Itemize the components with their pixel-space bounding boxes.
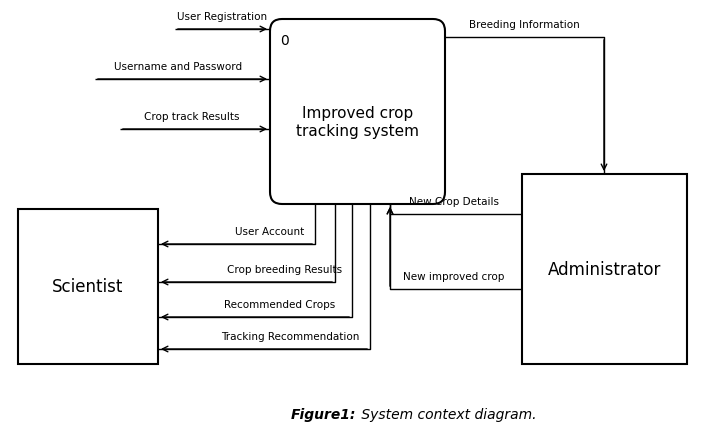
Bar [18, 210, 158, 364]
Text: New Crop Details: New Crop Details [409, 197, 499, 207]
Bar [522, 174, 687, 364]
Text: User Account: User Account [235, 227, 305, 237]
Text: Crop breeding Results: Crop breeding Results [227, 264, 342, 274]
Text: Username and Password: Username and Password [114, 62, 242, 72]
Text: System context diagram.: System context diagram. [357, 407, 536, 421]
Text: 0: 0 [280, 34, 289, 48]
Text: Improved crop
tracking system: Improved crop tracking system [296, 106, 419, 138]
Text: Recommended Crops: Recommended Crops [225, 299, 336, 309]
Text: Crop track Results: Crop track Results [144, 112, 240, 122]
FancyBboxPatch shape [270, 20, 445, 204]
Text: New improved crop: New improved crop [404, 271, 505, 281]
Text: Tracking Recommendation: Tracking Recommendation [221, 331, 359, 341]
Text: Breeding Information: Breeding Information [469, 20, 579, 30]
Text: Figure1:: Figure1: [291, 407, 356, 421]
Text: Scientist: Scientist [52, 278, 123, 296]
Text: User Registration: User Registration [177, 12, 267, 22]
Text: Administrator: Administrator [548, 260, 661, 278]
